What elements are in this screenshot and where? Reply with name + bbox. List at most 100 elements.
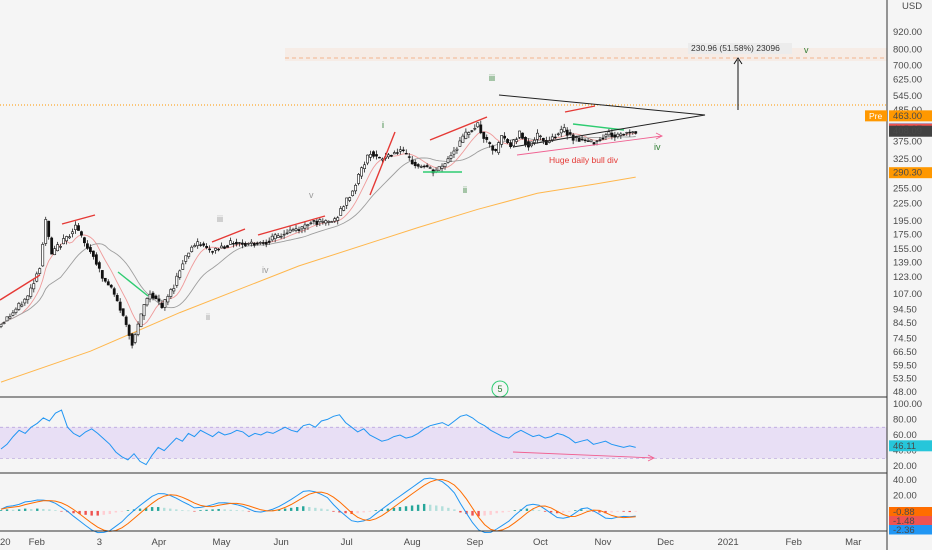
candle-body <box>535 132 539 140</box>
price-tick-label: 53.50 <box>893 374 917 385</box>
wave-v-label: v <box>804 45 809 55</box>
candle-body <box>190 246 194 252</box>
macd-histogram-bar <box>138 508 142 511</box>
candle-body <box>297 229 301 231</box>
macd-histogram-bar <box>598 510 601 513</box>
candle-body <box>208 248 212 251</box>
macd-histogram-bar <box>634 510 637 512</box>
rsi-line <box>0 409 636 466</box>
rsi-tick-label: 60.00 <box>893 430 917 441</box>
candle-body <box>83 237 86 244</box>
macd-histogram-bar <box>380 509 384 511</box>
price-tick-label: 66.50 <box>893 347 917 358</box>
candle-body <box>220 245 223 249</box>
macd-histogram-bar <box>447 507 450 511</box>
candle-body <box>166 296 170 303</box>
rsi-divergence-arrowhead <box>647 454 656 462</box>
macd-histogram-bar <box>404 506 408 511</box>
candle-body <box>601 138 605 140</box>
candle-body <box>235 241 238 245</box>
currency-label: USD <box>902 1 922 12</box>
candle-body <box>312 220 316 222</box>
price-tag-bg <box>889 125 932 137</box>
candle-body <box>238 242 241 244</box>
candle-body <box>11 312 15 316</box>
candle-body <box>568 132 572 135</box>
candle-body <box>121 308 125 316</box>
candle-body <box>187 252 191 257</box>
rsi-pane[interactable] <box>0 409 887 466</box>
macd-histogram-bar <box>175 509 178 511</box>
candle-body <box>172 288 176 292</box>
price-tag-value: 408.09 <box>893 126 922 137</box>
candle-body <box>252 242 256 246</box>
candle-body <box>372 151 375 157</box>
price-tick-label: 155.00 <box>893 244 922 255</box>
candle-body <box>91 250 95 257</box>
macd-histogram-bar <box>537 510 541 511</box>
macd-histogram-bar <box>374 510 377 511</box>
macd-histogram-bar <box>48 509 51 511</box>
candle-body <box>223 246 226 249</box>
ma-fast-path <box>0 131 636 326</box>
candle-body <box>357 174 361 184</box>
price-tag-value: 463.00 <box>893 111 922 122</box>
candle-body <box>553 136 557 139</box>
candle-body <box>261 242 265 244</box>
candle-body <box>8 316 12 319</box>
candle-body <box>240 242 244 245</box>
candle-body <box>440 165 444 169</box>
candle-body <box>473 128 477 130</box>
macd-tick-label: 20.00 <box>893 490 917 501</box>
macd-histogram-bar <box>344 510 347 514</box>
candle-body <box>550 136 554 141</box>
macd-histogram-bar <box>555 510 559 514</box>
candle-body <box>625 132 629 134</box>
macd-histogram-bar <box>211 509 214 511</box>
macd-histogram-bar <box>495 510 498 514</box>
price-tick-label: 175.00 <box>893 229 922 240</box>
candle-body <box>485 137 489 140</box>
rsi-tick-label: 100.00 <box>893 399 922 410</box>
price-axis[interactable]: USD 920.00800.00700.00625.00545.00485.00… <box>865 1 932 398</box>
macd-histogram-bar <box>477 510 480 517</box>
macd-histogram <box>0 503 637 517</box>
macd-histogram-bar <box>549 510 553 513</box>
time-tick-label: Feb <box>29 537 45 548</box>
macd-histogram-bar <box>616 510 619 512</box>
rsi-divergence-arrow <box>512 451 655 459</box>
macd-histogram-bar <box>398 507 402 511</box>
candle-body <box>395 152 399 154</box>
macd-histogram-bar <box>320 508 323 511</box>
candle-body <box>342 206 346 211</box>
resistance-line-6 <box>429 116 488 141</box>
candle-body <box>506 139 510 144</box>
candle-body <box>503 135 507 139</box>
wave-i-label: i <box>382 120 384 130</box>
candle-body <box>583 139 587 142</box>
candle-body <box>32 283 36 290</box>
candle-body <box>589 139 593 142</box>
candle-body <box>270 235 274 241</box>
candle-body <box>97 262 101 269</box>
macd-histogram-bar <box>501 510 504 513</box>
candle-body <box>562 127 566 132</box>
candle-body <box>425 165 429 167</box>
macd-histogram-bar <box>108 510 112 515</box>
time-axis[interactable]: 20 Feb 3 Apr May Jun Jul Aug Sep Oct Nov Dec 2021 Feb… <box>0 537 861 548</box>
candle-body <box>467 132 471 135</box>
candle-body <box>303 224 307 229</box>
time-tick-label: Dec <box>657 537 674 548</box>
candle-body <box>521 132 524 139</box>
candle-body <box>80 231 83 236</box>
time-tick-label: May <box>213 537 231 548</box>
wave-small-ii: ii <box>206 312 210 322</box>
price-pane[interactable]: 230.96 (51.58%) 23096 Huge daily bull di… <box>0 43 887 398</box>
candle-body <box>136 323 140 335</box>
macd-histogram-bar <box>471 510 474 516</box>
candle-body <box>455 148 459 151</box>
